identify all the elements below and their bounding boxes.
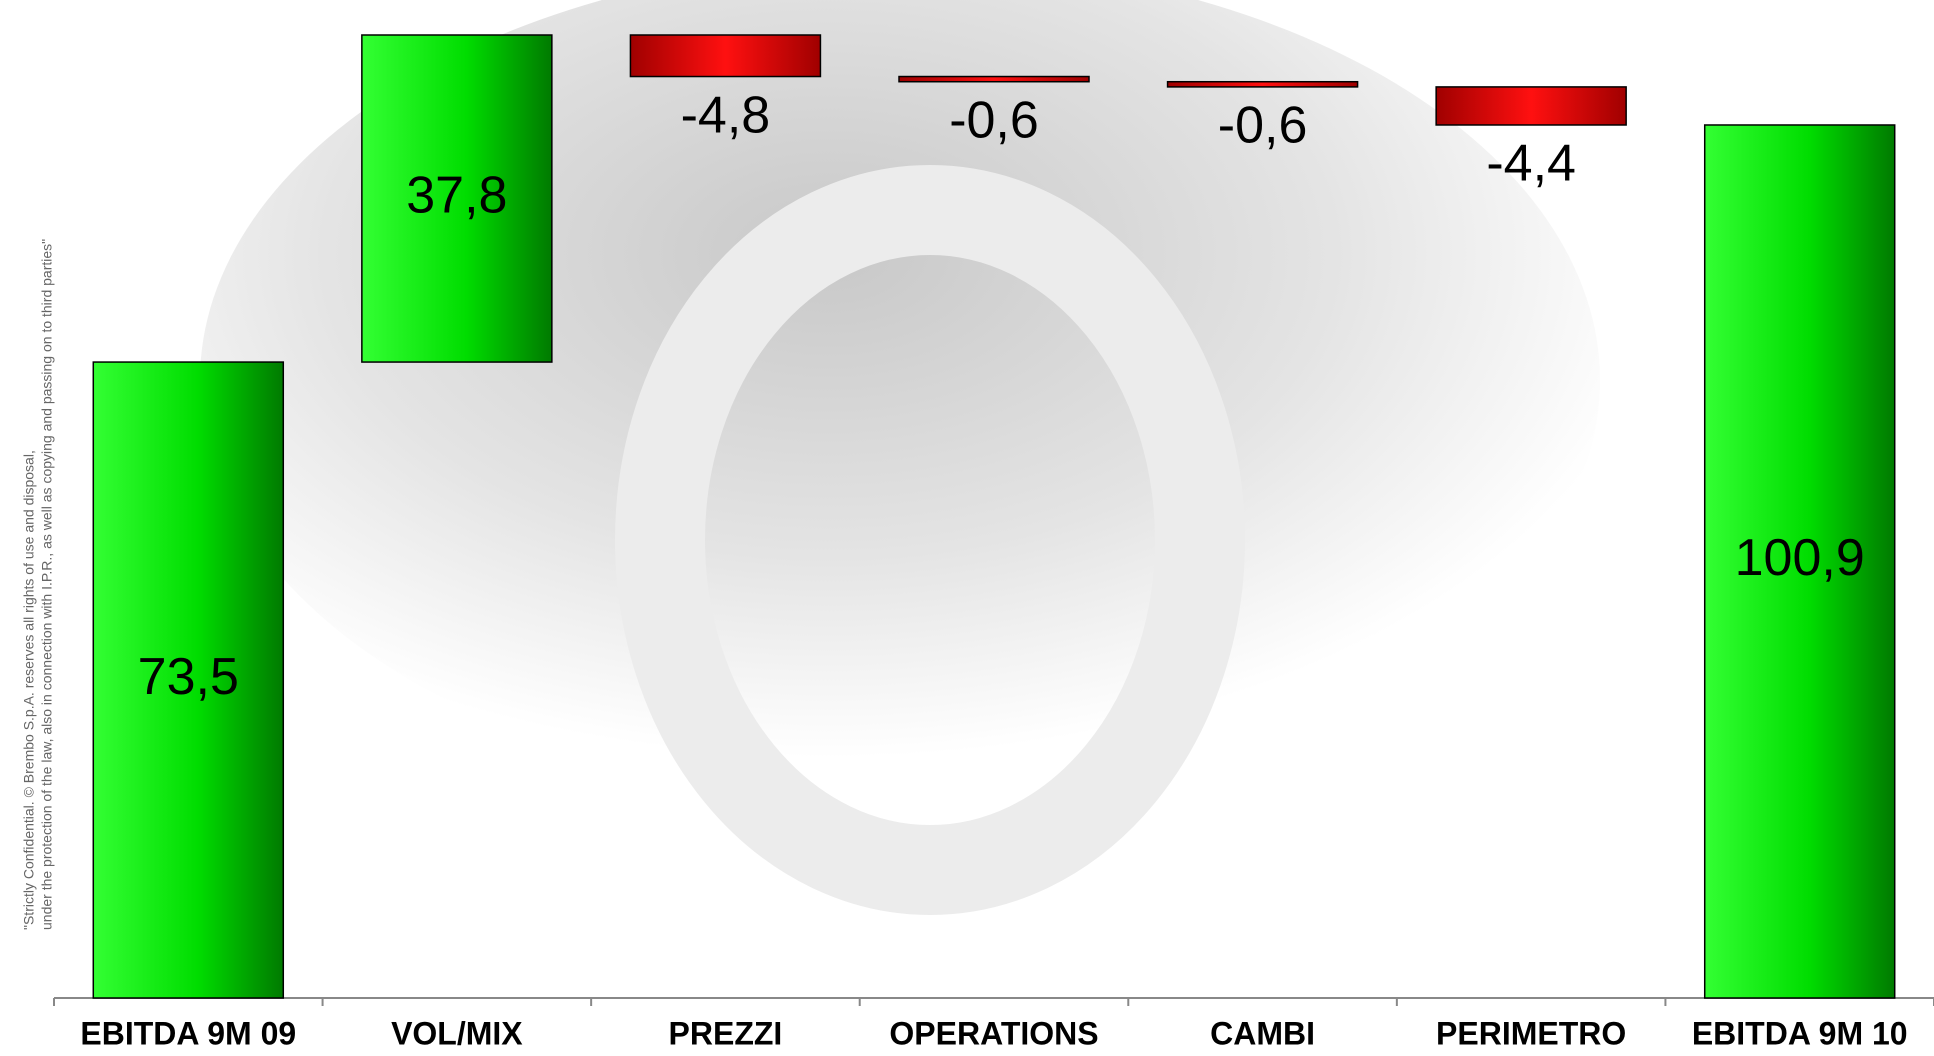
x-tick-label: EBITDA 9M 10 xyxy=(1692,1015,1908,1051)
decrease-bar xyxy=(898,75,1090,83)
increase-bar xyxy=(1703,124,1896,999)
decrease-bar xyxy=(629,34,822,78)
value-label: -4,4 xyxy=(1486,135,1576,193)
notice: "Strictly Confidential. © Brembo S.p.A. … xyxy=(21,239,55,930)
value-label: 37,8 xyxy=(406,166,507,224)
value-label: -0,6 xyxy=(949,91,1039,149)
increase-bar xyxy=(361,34,553,363)
increase-bar xyxy=(92,361,285,999)
x-tick-label: EBITDA 9M 09 xyxy=(80,1015,296,1051)
x-tick-label: CAMBI xyxy=(1210,1015,1315,1051)
x-tick-label: OPERATIONS xyxy=(889,1015,1098,1051)
value-label: 100,9 xyxy=(1735,529,1865,587)
decrease-bar xyxy=(1435,86,1627,126)
value-label: -4,8 xyxy=(681,86,771,144)
value-label: -0,6 xyxy=(1218,97,1308,155)
value-label: 73,5 xyxy=(138,648,239,706)
x-tick-label: PREZZI xyxy=(669,1015,783,1051)
x-tick-label: VOL/MIX xyxy=(391,1015,523,1051)
logo-watermark xyxy=(615,165,1245,915)
notice-line: under the protection of the law, also in… xyxy=(39,239,55,930)
x-tick-label: PERIMETRO xyxy=(1436,1015,1626,1051)
notice-line: "Strictly Confidential. © Brembo S.p.A. … xyxy=(21,450,37,930)
decrease-bar xyxy=(1166,80,1359,88)
